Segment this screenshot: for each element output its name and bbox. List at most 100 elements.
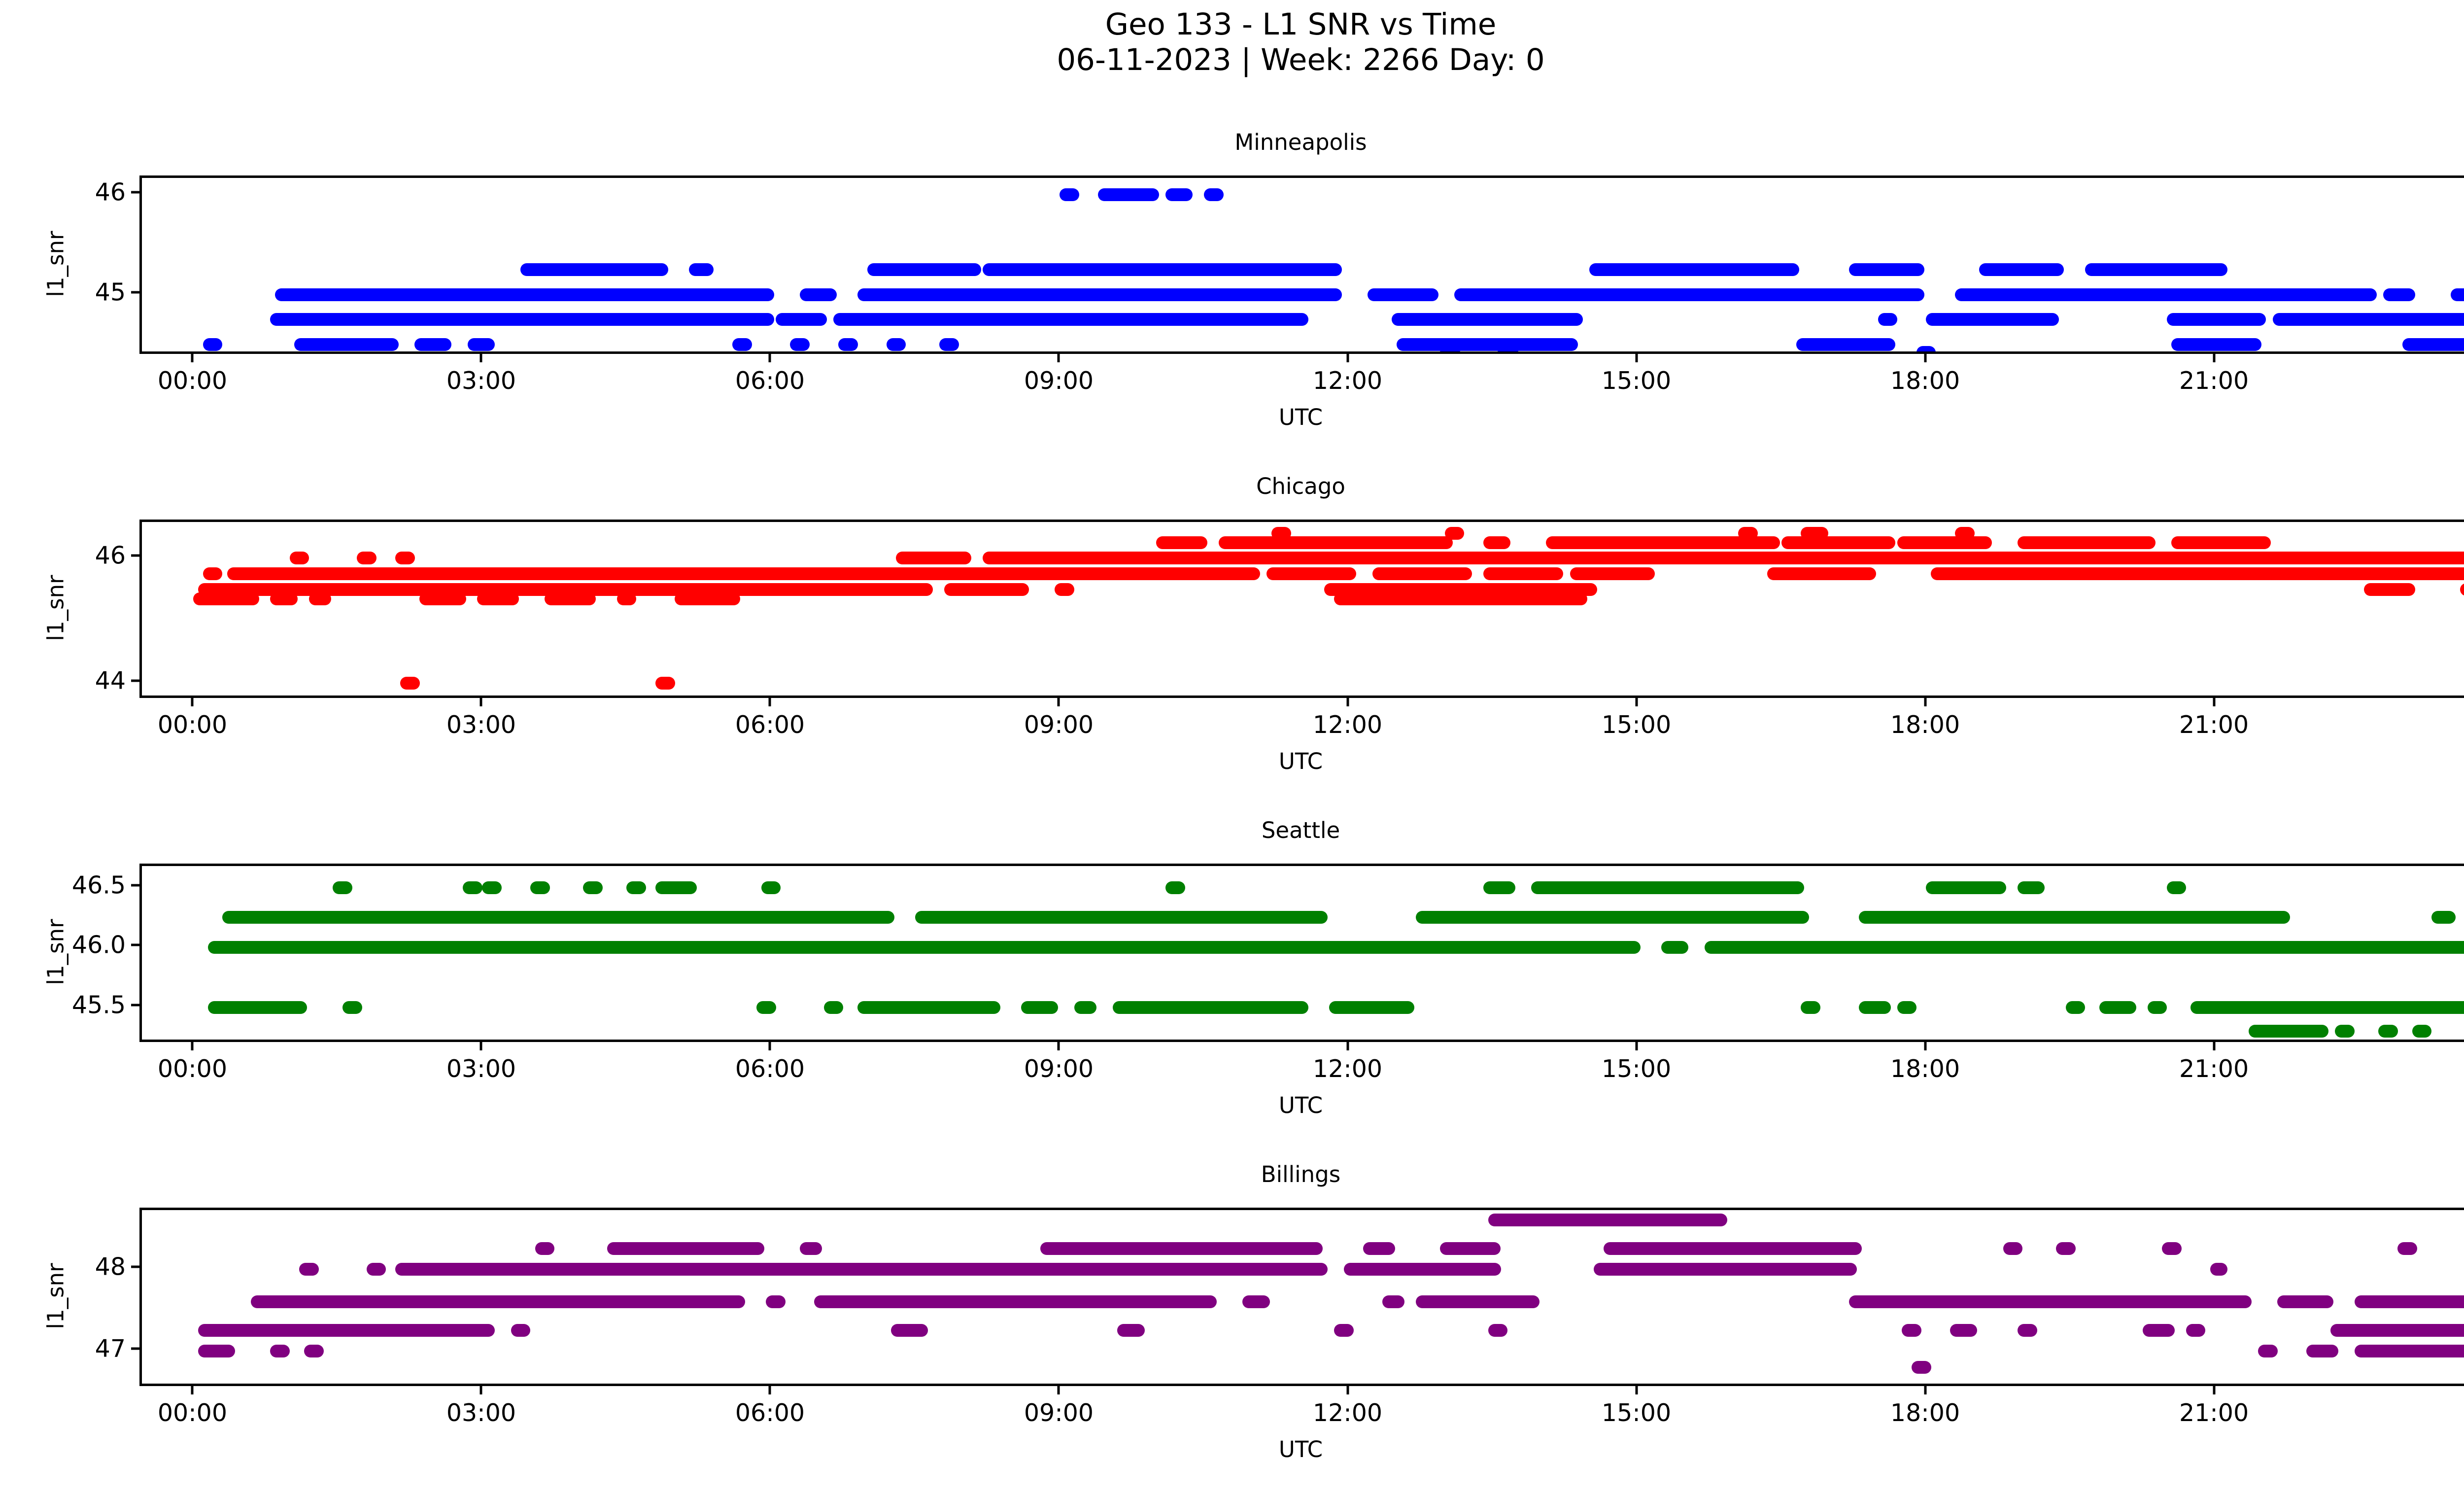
x-tick-label: 03:00: [446, 1055, 516, 1083]
data-point-group: [790, 338, 810, 351]
plot-area: [139, 175, 2464, 354]
data-point-group: [2378, 1025, 2398, 1038]
data-point-group: [395, 552, 415, 565]
data-markers: [142, 1210, 2464, 1384]
y-axis-label: l1_snr: [42, 919, 69, 985]
data-point-group: [1570, 567, 1655, 581]
data-point-group: [1594, 1262, 1857, 1276]
data-point-group: [1483, 881, 1515, 894]
data-markers: [142, 522, 2464, 695]
data-point-group: [270, 592, 298, 605]
data-point-group: [833, 313, 1308, 326]
data-point-group: [395, 1262, 1328, 1276]
y-tick-mark: [131, 1265, 139, 1268]
figure-title: Geo 133 - L1 SNR vs Time 06-11-2023 | We…: [0, 7, 2464, 78]
data-point-group: [2397, 1242, 2418, 1255]
data-point-group: [732, 338, 752, 351]
data-point-group: [1801, 1001, 1821, 1014]
data-point-group: [939, 338, 959, 351]
data-point-group: [626, 881, 646, 894]
data-point-group: [1040, 1242, 1323, 1255]
data-point-group: [1897, 536, 1992, 549]
x-tick-mark: [1635, 1386, 1638, 1394]
x-tick-mark: [1057, 698, 1060, 706]
data-point-group: [867, 263, 981, 277]
x-tick-label: 09:00: [1024, 711, 1094, 739]
data-point-group: [2056, 1242, 2076, 1255]
x-tick-mark: [479, 1042, 482, 1050]
x-tick-label: 18:00: [1890, 1399, 1960, 1427]
y-tick-mark: [131, 554, 139, 557]
plot-area: [139, 864, 2464, 1042]
y-tick-label: 48: [95, 1252, 126, 1281]
x-tick-mark: [1635, 354, 1638, 362]
data-point-group: [1334, 1324, 1354, 1337]
data-point-group: [198, 1344, 235, 1357]
data-point-group: [607, 1242, 765, 1255]
data-point-group: [2017, 536, 2156, 549]
y-tick-label: 46: [95, 541, 126, 570]
data-point-group: [1021, 1001, 1058, 1014]
y-tick-label: 46: [95, 178, 126, 207]
data-point-group: [838, 338, 858, 351]
x-tick-label: 09:00: [1024, 1055, 1094, 1083]
x-tick-mark: [1924, 354, 1927, 362]
y-tick-mark: [131, 291, 139, 294]
x-tick-label: 21:00: [2179, 367, 2249, 395]
y-tick-mark: [131, 884, 139, 887]
y-tick-label: 44: [95, 666, 126, 695]
data-point-group: [333, 881, 353, 894]
data-point-group: [2412, 1025, 2432, 1038]
data-point-group: [1488, 1213, 1727, 1226]
x-tick-mark: [768, 1042, 771, 1050]
data-point-group: [270, 313, 774, 326]
x-tick-label: 06:00: [735, 711, 805, 739]
x-tick-mark: [479, 698, 482, 706]
data-point-group: [207, 1001, 308, 1014]
y-axis-label: l1_snr: [42, 231, 69, 297]
data-point-group: [357, 552, 376, 565]
x-tick-label: 12:00: [1312, 1055, 1383, 1083]
data-point-group: [2335, 1025, 2355, 1038]
data-point-group: [1603, 1242, 1862, 1255]
subplot-title: Minneapolis: [1234, 129, 1367, 155]
data-point-group: [1396, 338, 1578, 351]
x-tick-label: 03:00: [446, 1399, 516, 1427]
data-point-group: [1911, 1360, 1931, 1374]
data-point-group: [1266, 567, 1357, 581]
data-point-group: [2017, 1324, 2037, 1337]
data-point-group: [1483, 567, 1564, 581]
data-point-group: [655, 881, 697, 894]
data-point-group: [2306, 1344, 2338, 1357]
plot-area: [139, 520, 2464, 698]
x-tick-label: 18:00: [1890, 367, 1960, 395]
x-tick-label: 12:00: [1312, 711, 1383, 739]
data-point-group: [203, 567, 223, 581]
data-point-group: [198, 1324, 495, 1337]
data-point-group: [1878, 313, 1898, 326]
data-point-group: [203, 338, 223, 351]
x-tick-label: 06:00: [735, 367, 805, 395]
data-point-group: [308, 592, 332, 605]
data-point-group: [886, 338, 906, 351]
data-point-group: [304, 1344, 324, 1357]
data-point-group: [1112, 1001, 1308, 1014]
x-tick-mark: [1346, 1042, 1349, 1050]
x-tick-mark: [1924, 1386, 1927, 1394]
data-point-group: [2460, 583, 2464, 596]
x-tick-label: 09:00: [1024, 367, 1094, 395]
data-point-group: [2161, 1242, 2182, 1255]
data-point-group: [776, 313, 827, 326]
y-tick-mark: [131, 943, 139, 946]
data-point-group: [982, 552, 2464, 565]
y-tick-label: 45: [95, 278, 126, 307]
data-point-group: [1926, 313, 2059, 326]
x-tick-mark: [1057, 1386, 1060, 1394]
x-tick-mark: [1346, 698, 1349, 706]
data-point-group: [193, 592, 259, 605]
plot-area: [139, 1208, 2464, 1386]
data-point-group: [414, 338, 452, 351]
data-point-group: [535, 1242, 555, 1255]
data-point-group: [545, 592, 596, 605]
data-point-group: [2277, 1295, 2334, 1308]
